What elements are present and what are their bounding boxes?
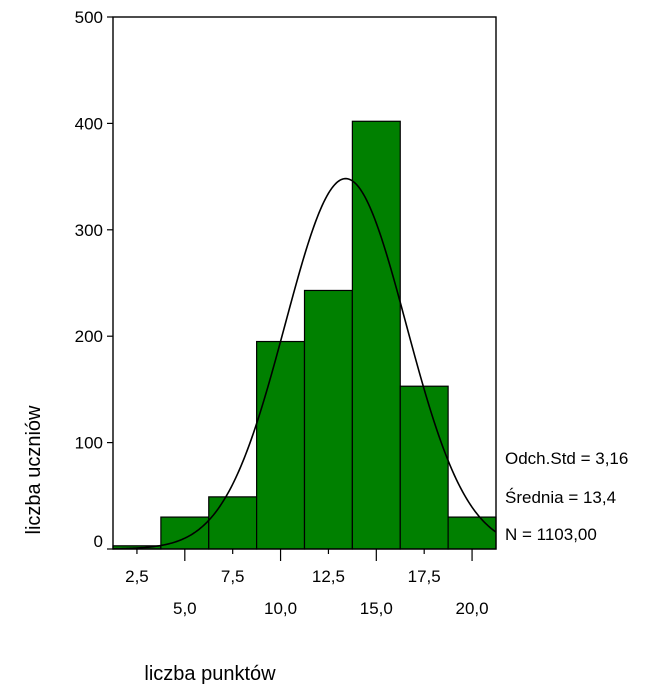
y-tick-label-0: 0	[94, 532, 103, 551]
stat-mean: Średnia = 13,4	[505, 488, 616, 507]
y-tick-label-4: 400	[75, 114, 103, 133]
histogram-bar-6	[399, 385, 449, 550]
histogram-bar-7	[447, 516, 497, 550]
histogram-bar-3	[256, 340, 306, 550]
normal-curve	[112, 177, 497, 550]
y-tick-label-3: 300	[75, 221, 103, 240]
y-tick-label-2: 200	[75, 327, 103, 346]
y-axis-ticks: 0 100 200 300 400 500	[75, 8, 113, 551]
x-upper-tick-label-2: 12,5	[312, 567, 345, 586]
stat-std: Odch.Std = 3,16	[505, 449, 628, 468]
x-lower-tick-label-3: 20,0	[456, 599, 489, 618]
stat-n: N = 1103,00	[505, 525, 597, 544]
x-axis-ticks: 2,5 7,5 12,5 17,5 5,0 10,0 15,0 20,0	[125, 549, 489, 618]
y-tick-label-1: 100	[75, 434, 103, 453]
x-lower-tick-label-0: 5,0	[173, 599, 197, 618]
x-axis-title: liczba punktów	[144, 663, 276, 685]
histogram-bar-4	[303, 289, 353, 550]
y-tick-label-5: 500	[75, 8, 103, 27]
histogram-bars	[112, 120, 497, 550]
histogram-bar-5	[351, 120, 401, 550]
histogram-bar-2	[208, 496, 258, 550]
x-lower-tick-label-2: 15,0	[360, 599, 393, 618]
y-axis-title: liczba uczniów	[23, 405, 45, 535]
x-upper-tick-label-3: 17,5	[408, 567, 441, 586]
x-upper-tick-label-1: 7,5	[221, 567, 245, 586]
plot-frame	[112, 16, 497, 550]
x-lower-tick-label-1: 10,0	[264, 599, 297, 618]
x-upper-tick-label-0: 2,5	[125, 567, 149, 586]
